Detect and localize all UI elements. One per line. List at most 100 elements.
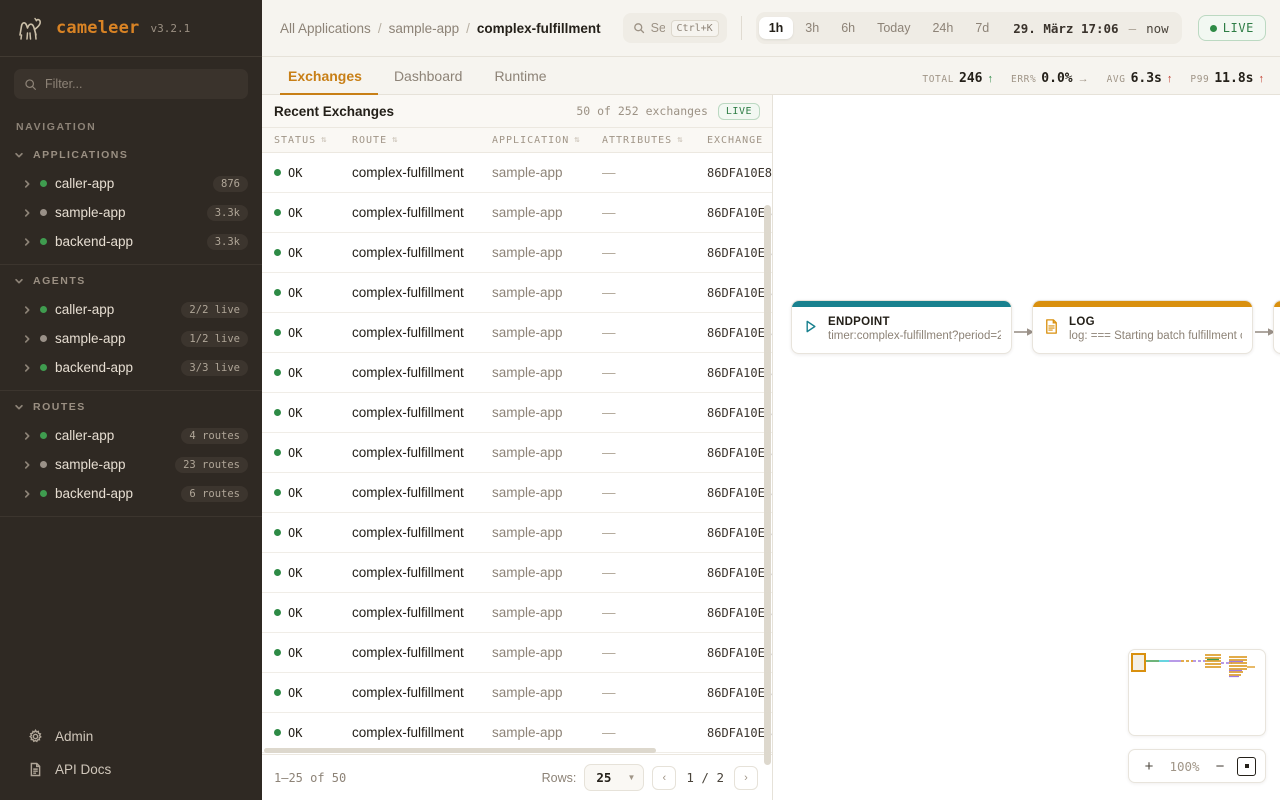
diagram-node-endpoint[interactable]: ENDPOINT timer:complex-fulfillment?perio…: [791, 300, 1012, 354]
sidebar-item-agents-caller-app[interactable]: caller-app 2/2 live: [0, 295, 262, 324]
scrollbar-thumb[interactable]: [764, 205, 771, 765]
table-row[interactable]: OK complex-fulfillment sample-app — 86DFA10E…: [262, 553, 772, 593]
sidebar-item-applications-caller-app[interactable]: caller-app 876: [0, 169, 262, 198]
sidebar-item-routes-caller-app[interactable]: caller-app 4 routes: [0, 421, 262, 450]
minimap-content: [1131, 653, 1255, 678]
sidebar-item-routes-backend-app[interactable]: backend-app 6 routes: [0, 479, 262, 508]
prev-page-button[interactable]: ‹: [652, 765, 677, 790]
cell-status: OK: [274, 686, 352, 700]
table-row[interactable]: OK complex-fulfillment sample-app — 86DFA10E…: [262, 433, 772, 473]
column-header-exchange[interactable]: EXCHANGE: [707, 134, 764, 146]
horizontal-scrollbar[interactable]: [262, 748, 763, 754]
brand[interactable]: cameleer v3.2.1: [0, 0, 262, 57]
breadcrumb-item-current[interactable]: complex-fulfillment: [476, 20, 601, 36]
cell-exchange: 86DFA10E8D: [707, 325, 772, 340]
tab-runtime[interactable]: Runtime: [494, 68, 547, 84]
next-page-button[interactable]: ›: [734, 765, 758, 790]
vertical-scrollbar[interactable]: [763, 153, 772, 765]
range-3h[interactable]: 3h: [805, 21, 820, 35]
topbar: All Applications / sample-app / complex-…: [262, 0, 1280, 57]
cell-route: complex-fulfillment: [352, 565, 464, 580]
gear-icon: [29, 729, 42, 743]
diagram-minimap[interactable]: [1128, 649, 1266, 736]
cell-exchange: 86DFA10E8D: [707, 285, 772, 300]
status-dot: [274, 249, 281, 256]
column-header-application[interactable]: APPLICATION ⇅: [492, 134, 581, 146]
table-row[interactable]: OK complex-fulfillment sample-app — 86DFA10E…: [262, 313, 772, 353]
section-header-agents[interactable]: AGENTS: [0, 265, 262, 295]
range-24h[interactable]: 24h: [932, 21, 954, 35]
range-6h[interactable]: 6h: [841, 21, 856, 35]
table-row[interactable]: OK complex-fulfillment sample-app — 86DFA10E…: [262, 273, 772, 313]
status-dot: [274, 289, 281, 296]
table-row[interactable]: OK complex-fulfillment sample-app — 86DFA10E…: [262, 393, 772, 433]
chevron-down-icon: [15, 152, 23, 158]
panel-header: Recent Exchanges 50 of 252 exchanges LIV…: [262, 95, 772, 127]
table-row[interactable]: OK complex-fulfillment sample-app — 86DFA10E…: [262, 593, 772, 633]
content-split: Recent Exchanges 50 of 252 exchanges LIV…: [262, 95, 1280, 800]
section-header-applications[interactable]: APPLICATIONS: [0, 139, 262, 169]
sidebar-item-agents-backend-app[interactable]: backend-app 3/3 live: [0, 353, 262, 382]
sidebar-item-admin[interactable]: Admin: [0, 720, 262, 753]
search-placeholder: Se…: [650, 21, 665, 35]
tab-exchanges[interactable]: Exchanges: [280, 68, 378, 95]
sidebar-item-label: caller-app: [55, 428, 115, 443]
metric-trend-icon: ↑: [1258, 73, 1265, 85]
range-1h[interactable]: 1h: [758, 17, 794, 39]
table-row[interactable]: OK complex-fulfillment sample-app — 86DFA10E…: [262, 193, 772, 233]
cell-route: complex-fulfillment: [352, 485, 464, 500]
sidebar-item-agents-sample-app[interactable]: sample-app 1/2 live: [0, 324, 262, 353]
sidebar-item-api-docs[interactable]: API Docs: [0, 753, 262, 786]
zoom-in-button[interactable]: +: [1144, 757, 1154, 775]
route-diagram[interactable]: ENDPOINT timer:complex-fulfillment?perio…: [773, 95, 1280, 800]
cell-exchange: 86DFA10E8D: [707, 725, 772, 740]
chevron-right-icon: [24, 208, 30, 217]
node-accent-bar: [1033, 301, 1252, 307]
sidebar-item-routes-sample-app[interactable]: sample-app 23 routes: [0, 450, 262, 479]
rows-per-page-select[interactable]: 25 ▼: [584, 764, 645, 791]
status-text: OK: [288, 165, 303, 180]
range-7d[interactable]: 7d: [975, 21, 990, 35]
filter-box[interactable]: [14, 69, 248, 99]
diagram-node-log[interactable]: LOG log: === Starting batch fulfillment …: [1032, 300, 1253, 354]
cell-application: sample-app: [492, 525, 563, 540]
status-dot: [274, 329, 281, 336]
breadcrumb-item-all-applications[interactable]: All Applications: [280, 20, 371, 36]
column-header-route[interactable]: ROUTE ⇅: [352, 134, 399, 146]
column-header-status[interactable]: STATUS ⇅: [274, 134, 328, 146]
exchange-count: 50 of 252 exchanges: [576, 104, 708, 118]
status-text: OK: [288, 485, 303, 500]
sidebar-item-applications-backend-app[interactable]: backend-app 3.3k: [0, 227, 262, 256]
sidebar-section-applications: APPLICATIONS caller-app 876 sample-app 3…: [0, 139, 262, 265]
zoom-out-button[interactable]: −: [1215, 757, 1225, 775]
tab-dashboard[interactable]: Dashboard: [393, 68, 463, 84]
live-toggle[interactable]: LIVE: [1197, 15, 1266, 41]
search-input[interactable]: Se… Ctrl+K: [622, 13, 727, 43]
table-row[interactable]: OK complex-fulfillment sample-app — 86DFA10E…: [262, 713, 772, 753]
metric-key: P99: [1190, 74, 1210, 85]
fit-view-icon[interactable]: [1237, 756, 1256, 776]
table-row[interactable]: OK complex-fulfillment sample-app — 86DFA10E…: [262, 473, 772, 513]
cell-exchange: 86DFA10E8D: [707, 165, 772, 180]
section-header-routes[interactable]: ROUTES: [0, 391, 262, 421]
scrollbar-thumb[interactable]: [264, 748, 656, 753]
sidebar: cameleer v3.2.1 NAVIGATION APPLICATIONS: [0, 0, 262, 800]
table-row[interactable]: OK complex-fulfillment sample-app — 86DFA10E…: [262, 233, 772, 273]
table-row[interactable]: OK complex-fulfillment sample-app — 86DFA10E…: [262, 153, 772, 193]
breadcrumb-item-sample-app[interactable]: sample-app: [388, 20, 460, 36]
range-today[interactable]: Today: [877, 21, 911, 35]
sidebar-section-agents: AGENTS caller-app 2/2 live sample-app 1/…: [0, 265, 262, 391]
cell-attributes: —: [602, 445, 616, 460]
search-icon: [633, 23, 644, 34]
table-row[interactable]: OK complex-fulfillment sample-app — 86DFA10E…: [262, 633, 772, 673]
column-header-attributes[interactable]: ATTRIBUTES ⇅: [602, 134, 684, 146]
status-text: OK: [288, 245, 303, 260]
filter-input[interactable]: [45, 77, 238, 91]
table-row[interactable]: OK complex-fulfillment sample-app — 86DFA10E…: [262, 673, 772, 713]
table-row[interactable]: OK complex-fulfillment sample-app — 86DFA10E…: [262, 513, 772, 553]
node-subtitle: log: === Starting batch fulfillment cy: [1069, 330, 1242, 342]
diagram-node-next[interactable]: [1273, 300, 1280, 354]
table-row[interactable]: OK complex-fulfillment sample-app — 86DFA10E…: [262, 353, 772, 393]
sidebar-item-applications-sample-app[interactable]: sample-app 3.3k: [0, 198, 262, 227]
cell-application: sample-app: [492, 605, 563, 620]
